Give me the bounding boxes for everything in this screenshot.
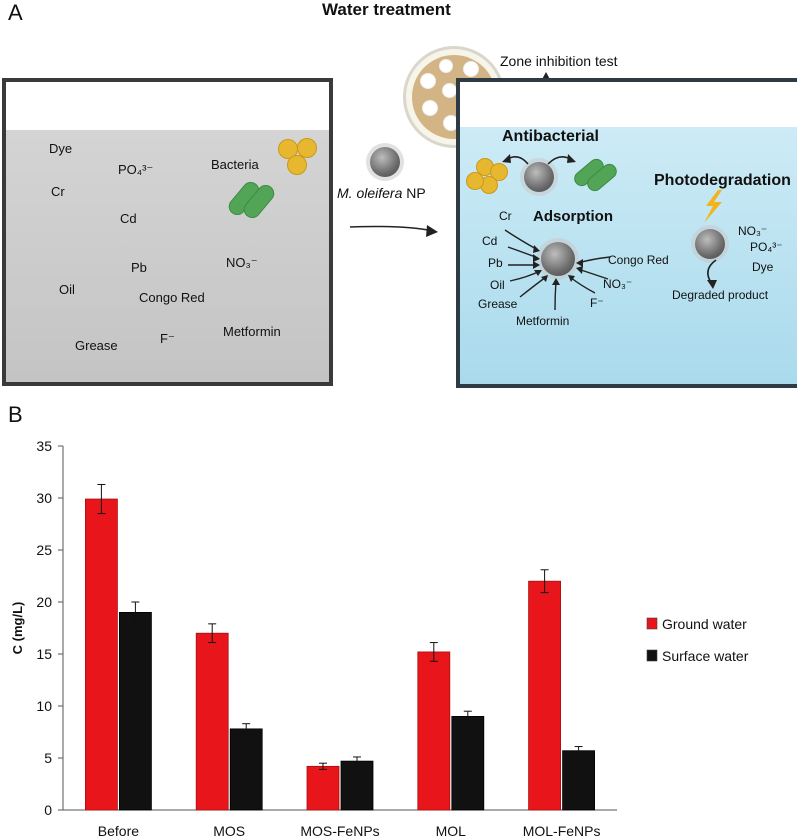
- treated-water: [460, 127, 797, 384]
- ground-water-bar-mol-fenps: [528, 580, 561, 811]
- label-cd: Cd: [120, 211, 137, 226]
- error-bar: [574, 746, 583, 756]
- error-bar: [319, 762, 327, 770]
- coccus-bacteria-icon: [466, 172, 484, 190]
- label-pb: Pb: [131, 260, 147, 275]
- photo-label-dye: Dye: [752, 260, 774, 274]
- x-tick-label: Before: [98, 823, 139, 839]
- panel-a-letter: A: [8, 0, 23, 25]
- y-tick-label: 5: [44, 750, 52, 766]
- legend-label: Surface water: [662, 648, 749, 664]
- nanoparticle-label: M. oleifera NP: [337, 185, 426, 201]
- untreated-water-tank: [2, 78, 333, 386]
- legend-label: Ground water: [662, 616, 747, 632]
- chart-axes: [58, 445, 617, 811]
- surface-water-bar-mol-fenps: [562, 750, 595, 811]
- x-tick-label: MOS: [213, 823, 245, 839]
- surface-water-bar-mos-fenps: [340, 760, 374, 811]
- adsorb-label-fluoride: F⁻: [590, 296, 604, 310]
- adsorb-label-cd: Cd: [482, 234, 498, 248]
- x-tick-label: MOL: [436, 823, 467, 839]
- surface-water-bar-mol: [451, 716, 485, 811]
- error-bar: [208, 623, 217, 644]
- label-congo-red: Congo Red: [139, 290, 205, 305]
- photo-label-nitrate: NO₃⁻: [738, 224, 768, 238]
- x-tick-label: MOL-FeNPs: [523, 823, 601, 839]
- adsorption-arrows-icon: [504, 229, 611, 311]
- adsorb-label-grease: Grease: [478, 297, 518, 311]
- label-metformin: Metformin: [223, 324, 281, 339]
- photo-label-phosphate: PO₄³⁻: [750, 240, 783, 254]
- moringa-nanoparticle-icon: [370, 147, 400, 177]
- adsorb-label-oil: Oil: [490, 278, 505, 292]
- x-tick-label: MOS-FeNPs: [300, 823, 379, 839]
- label-phosphate: PO₄³⁻: [118, 162, 154, 177]
- y-axis-title: C (mg/L): [10, 602, 25, 655]
- ground-water-bar-mos: [195, 632, 229, 811]
- label-dye: Dye: [49, 141, 73, 156]
- label-bacteria: Bacteria: [211, 157, 259, 172]
- chart-bars: [85, 483, 595, 811]
- treatment-arrow-icon: [349, 225, 438, 237]
- untreated-water: [6, 130, 329, 382]
- error-bar: [131, 601, 140, 624]
- adsorption-label: Adsorption: [533, 208, 613, 225]
- adsorb-label-metformin: Metformin: [516, 314, 570, 328]
- zone-inhibition-label: Zone inhibition test: [500, 53, 618, 69]
- treated-water-tank: [456, 78, 797, 388]
- adsorb-label-pb: Pb: [488, 256, 503, 270]
- adsorb-label-congo-red: Congo Red: [608, 253, 669, 267]
- label-nitrate: NO₃⁻: [226, 255, 258, 270]
- error-bar: [540, 569, 549, 594]
- y-tick-label: 15: [36, 646, 52, 662]
- adsorb-label-nitrate: NO₃⁻: [603, 277, 633, 291]
- coccus-bacteria-icon: [287, 155, 307, 175]
- legend-swatch: [646, 617, 658, 630]
- panel-b-letter: B: [8, 402, 23, 427]
- y-tick-label: 20: [36, 594, 52, 610]
- y-tick-label: 35: [36, 438, 52, 454]
- adsorbent-nanoparticle-icon: [541, 242, 575, 276]
- error-bar: [429, 642, 438, 662]
- surface-water-bar-mos: [229, 728, 263, 811]
- figure-title: Water treatment: [322, 0, 451, 19]
- error-bar: [463, 710, 472, 723]
- coccus-bacteria-icon: [490, 163, 508, 181]
- y-tick-label: 10: [36, 698, 52, 714]
- label-cr: Cr: [51, 184, 65, 199]
- y-tick-label: 0: [44, 802, 52, 818]
- y-tick-label: 25: [36, 542, 52, 558]
- chart-labels: 0 5 10 15 20 25 30 35 C (mg/L) Before MOS MOS-FeNPs…: [10, 438, 600, 839]
- legend-swatch: [646, 649, 658, 662]
- degraded-product-label: Degraded product: [672, 288, 769, 302]
- photocatalyst-nanoparticle-icon: [695, 229, 725, 259]
- y-tick-label: 30: [36, 490, 52, 506]
- curved-arrow-icon: [707, 259, 717, 289]
- label-grease: Grease: [75, 338, 118, 353]
- ground-water-bar-mol: [417, 651, 451, 811]
- label-fluoride: F⁻: [160, 331, 175, 346]
- antibacterial-nanoparticle-icon: [524, 162, 554, 192]
- error-bar: [97, 483, 106, 515]
- label-oil: Oil: [59, 282, 75, 297]
- adsorb-label-cr: Cr: [499, 209, 512, 223]
- lightning-icon: [704, 190, 722, 223]
- ground-water-bar-before: [85, 498, 118, 811]
- antibacterial-label: Antibacterial: [502, 128, 599, 145]
- chart-legend: Ground water Surface water: [646, 616, 749, 664]
- error-bar: [242, 723, 251, 735]
- coccus-bacteria-icon: [297, 138, 317, 158]
- ground-water-bar-mos-fenps: [306, 765, 340, 811]
- antibacterial-arrows-icon: [502, 154, 576, 165]
- error-bar: [353, 756, 361, 766]
- surface-water-bar-before: [119, 612, 152, 811]
- photodegradation-label: Photodegradation: [654, 172, 791, 189]
